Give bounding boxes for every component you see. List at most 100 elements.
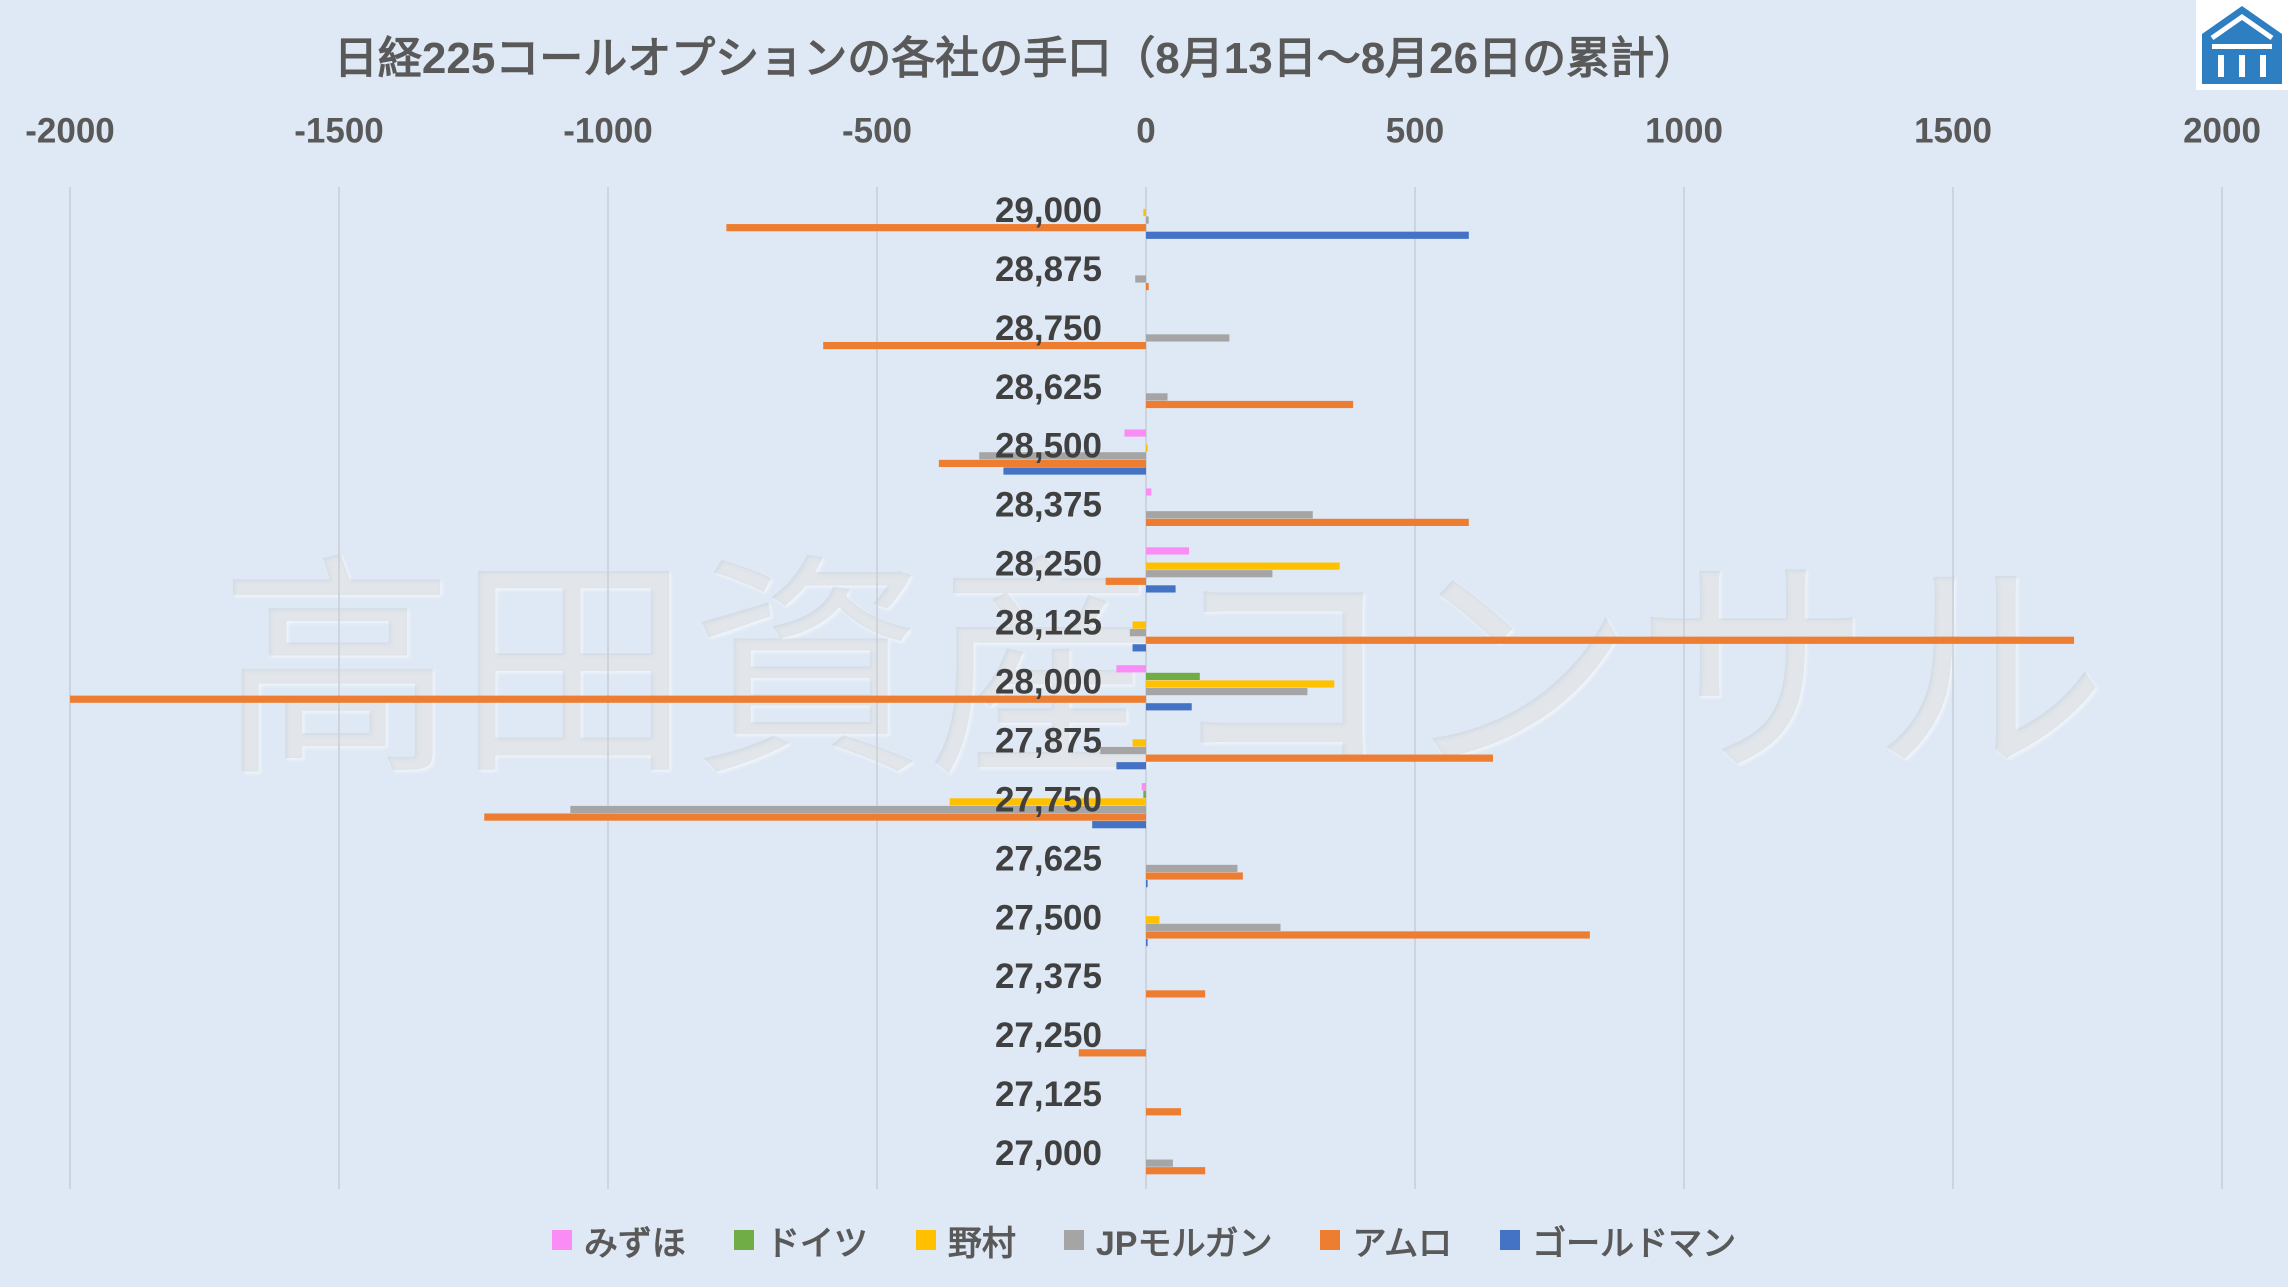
x-tick-label: -1000	[563, 112, 653, 151]
category-label: 28,500	[995, 427, 1102, 466]
bar	[1146, 916, 1160, 924]
bar	[1146, 864, 1238, 873]
category-label: 27,500	[995, 898, 1102, 937]
legend-item: みずほ	[551, 1216, 686, 1265]
category-label: 28,250	[995, 545, 1102, 584]
bar	[484, 813, 1146, 821]
bar	[1132, 644, 1146, 652]
bar	[1146, 754, 1494, 762]
bar	[1146, 488, 1152, 496]
legend-item: JPモルガン	[1063, 1216, 1273, 1265]
bar	[1146, 931, 1590, 939]
category-label: 28,375	[995, 486, 1102, 525]
bar	[949, 798, 1146, 806]
x-tick-label: -500	[842, 112, 912, 151]
legend-swatch	[1320, 1230, 1341, 1250]
bar	[1116, 762, 1146, 770]
bar	[1146, 334, 1230, 342]
bar	[1132, 739, 1146, 747]
bar	[1105, 577, 1146, 585]
category-label: 27,875	[995, 721, 1102, 760]
bar	[1146, 1159, 1173, 1167]
bar	[1146, 636, 2075, 644]
bar	[570, 805, 1146, 814]
bar	[1100, 746, 1146, 755]
legend-label: ドイツ	[765, 1224, 868, 1263]
legend-swatch	[1063, 1230, 1084, 1250]
bar	[1146, 511, 1313, 519]
bar-chart: -2000 -1500 -1000 -500 0 500 1000 1500 2000 29,0…	[25, 112, 2261, 1189]
x-tick-label: -1500	[294, 112, 384, 151]
bar	[1146, 688, 1308, 696]
bar	[1146, 990, 1206, 998]
category-label: 27,375	[995, 957, 1102, 996]
category-label: 28,000	[995, 663, 1102, 702]
bar	[979, 452, 1146, 460]
bar	[1146, 400, 1354, 409]
x-tick-label: 0	[1136, 112, 1155, 151]
bar	[1092, 821, 1146, 829]
legend-swatch	[915, 1230, 936, 1250]
legend-item: ゴールドマン	[1500, 1216, 1736, 1265]
x-tick-label: 2000	[2183, 112, 2261, 151]
category-label: 27,250	[995, 1016, 1102, 1055]
category-label: 28,875	[995, 250, 1102, 289]
bar	[1146, 672, 1200, 680]
bar	[726, 224, 1146, 232]
bar	[938, 459, 1146, 468]
bar	[1116, 665, 1146, 673]
bar	[1146, 1167, 1206, 1175]
legend-label: アムロ	[1352, 1224, 1453, 1263]
legend-swatch	[733, 1230, 754, 1250]
legend: みずほ ドイツ 野村 JPモルガン アムロ ゴールドマン	[0, 1216, 2288, 1265]
category-label: 28,625	[995, 368, 1102, 407]
bar	[1003, 467, 1146, 475]
bar	[1141, 783, 1146, 791]
bar	[1146, 680, 1335, 688]
bar	[1146, 231, 1469, 239]
bar	[1146, 872, 1243, 880]
category-label: 29,000	[995, 191, 1102, 230]
bar	[1129, 629, 1146, 637]
legend-label: みずほ	[583, 1224, 686, 1263]
chart-title: 日経225コールオプションの各社の手口（8月13日～8月26日の累計）	[333, 34, 1699, 83]
category-label: 27,000	[995, 1134, 1102, 1173]
gridlines	[69, 187, 2223, 1189]
category-labels: 29,000 28,875 28,750 28,625 28,500 28,375 28,2…	[995, 191, 1102, 1173]
category-label: 27,125	[995, 1075, 1102, 1114]
legend-item: ドイツ	[733, 1216, 868, 1265]
bar	[1146, 562, 1340, 570]
category-label: 27,750	[995, 780, 1102, 819]
bar	[1132, 621, 1146, 629]
bar	[1146, 938, 1148, 947]
bar	[1078, 1049, 1146, 1057]
legend-swatch	[551, 1230, 572, 1250]
legend-swatch	[1500, 1230, 1521, 1250]
x-axis-tick-labels: -2000 -1500 -1000 -500 0 500 1000 1500 2000	[25, 112, 2261, 151]
category-label: 28,750	[995, 309, 1102, 348]
bars	[70, 208, 2075, 1175]
bar	[1146, 547, 1190, 555]
bar	[1146, 518, 1469, 526]
bar	[1135, 275, 1146, 283]
legend-label: ゴールドマン	[1532, 1224, 1737, 1263]
legend-label: 野村	[947, 1224, 1016, 1263]
bar	[1146, 923, 1281, 931]
bar	[1143, 790, 1146, 798]
bar	[1146, 585, 1176, 593]
category-label: 28,125	[995, 604, 1102, 643]
x-tick-label: 1000	[1645, 112, 1723, 151]
legend-label: JPモルガン	[1095, 1224, 1273, 1263]
bar	[823, 341, 1146, 350]
bar	[1124, 429, 1146, 437]
bar	[1146, 393, 1168, 401]
x-tick-label: 1500	[1914, 112, 1992, 151]
house-logo-icon	[2202, 6, 2282, 84]
bar	[1146, 703, 1192, 711]
category-label: 27,625	[995, 839, 1102, 878]
logo	[2196, 0, 2288, 90]
bar	[1146, 570, 1273, 578]
bar	[1146, 283, 1149, 291]
x-tick-label: 500	[1386, 112, 1444, 151]
legend-item: 野村	[915, 1216, 1016, 1265]
